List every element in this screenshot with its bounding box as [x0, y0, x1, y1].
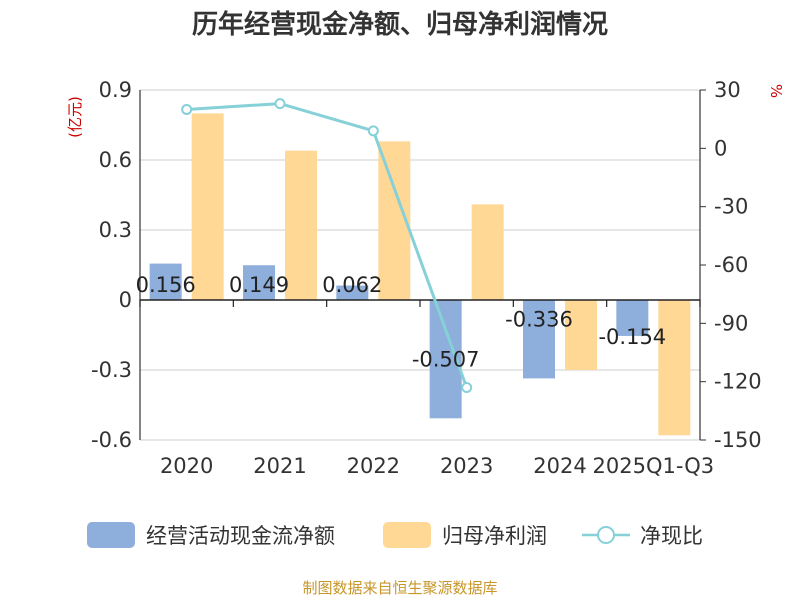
x-category-label: 2022	[347, 454, 400, 478]
net-cash-ratio-line	[181, 98, 473, 393]
ratio-point	[181, 103, 193, 115]
tick-labels: -0.6 -0.3 0 0.3 0.6 0.9 -150 -120 -90 -60 -30 0 30 20…	[91, 78, 762, 478]
ratio-line-path	[186, 102, 469, 389]
right-tick-label: -90	[714, 311, 748, 335]
ratio-point	[367, 125, 379, 137]
legend-label-cashflow: 经营活动现金流净额	[146, 524, 335, 548]
bar-netprofit	[565, 300, 597, 370]
right-tick-label: -120	[714, 370, 762, 394]
left-tick-label: 0	[119, 288, 132, 312]
data-label-cashflow: -0.154	[598, 325, 666, 349]
data-labels: 0.156 0.149 0.062 -0.507 -0.336 -0.154	[136, 273, 667, 371]
left-tick-label: 0.6	[99, 148, 132, 172]
right-tick-label: 0	[714, 136, 727, 160]
legend-label-ratio: 净现比	[640, 524, 703, 548]
x-category-label: 2025Q1-Q3	[593, 454, 715, 478]
bar-cashflow	[243, 265, 275, 300]
data-label-cashflow: -0.336	[505, 307, 573, 331]
data-label-cashflow: 0.062	[322, 273, 382, 297]
bar-cashflow	[149, 263, 182, 300]
x-category-label: 2021	[253, 454, 306, 478]
bar-cashflow	[523, 300, 555, 379]
axes	[139, 89, 706, 441]
x-category-label: 2020	[160, 454, 213, 478]
source-note: 制图数据来自恒生聚源数据库	[302, 579, 497, 597]
ratio-point	[274, 98, 286, 110]
right-tick-label: -30	[714, 195, 748, 219]
bar-cashflow	[336, 285, 369, 300]
left-tick-label: 0.9	[99, 78, 132, 102]
legend-marker-ratio	[597, 526, 615, 544]
legend-swatch-netprofit	[383, 522, 431, 548]
x-category-label: 2023	[440, 454, 493, 478]
x-category-label: 2024	[533, 454, 586, 478]
left-tick-label: -0.6	[91, 428, 132, 452]
legend: 经营活动现金流净额 归母净利润 净现比	[87, 522, 703, 548]
data-label-cashflow: 0.149	[229, 273, 289, 297]
bar-netprofit	[191, 113, 224, 300]
data-label-cashflow: -0.507	[412, 347, 480, 371]
bar-netprofit	[285, 150, 317, 300]
chart-title: 历年经营现金净额、归母净利润情况	[192, 9, 608, 40]
left-axis-unit: (亿元)	[66, 96, 84, 138]
grid-lines	[140, 89, 700, 441]
right-tick-label: -60	[714, 253, 748, 277]
ratio-point	[461, 382, 473, 393]
bar-netprofit	[658, 300, 691, 436]
left-tick-label: -0.3	[91, 358, 132, 382]
right-tick-label: 30	[714, 78, 741, 102]
legend-label-netprofit: 归母净利润	[442, 524, 547, 548]
data-label-cashflow: 0.156	[136, 273, 196, 297]
left-tick-label: 0.3	[99, 218, 132, 242]
bar-netprofit	[471, 204, 504, 300]
bar-cashflow	[616, 300, 649, 336]
legend-swatch-cashflow	[87, 522, 135, 548]
right-tick-label: -150	[714, 428, 762, 452]
right-axis-unit: %	[767, 84, 785, 98]
bars	[149, 113, 691, 436]
